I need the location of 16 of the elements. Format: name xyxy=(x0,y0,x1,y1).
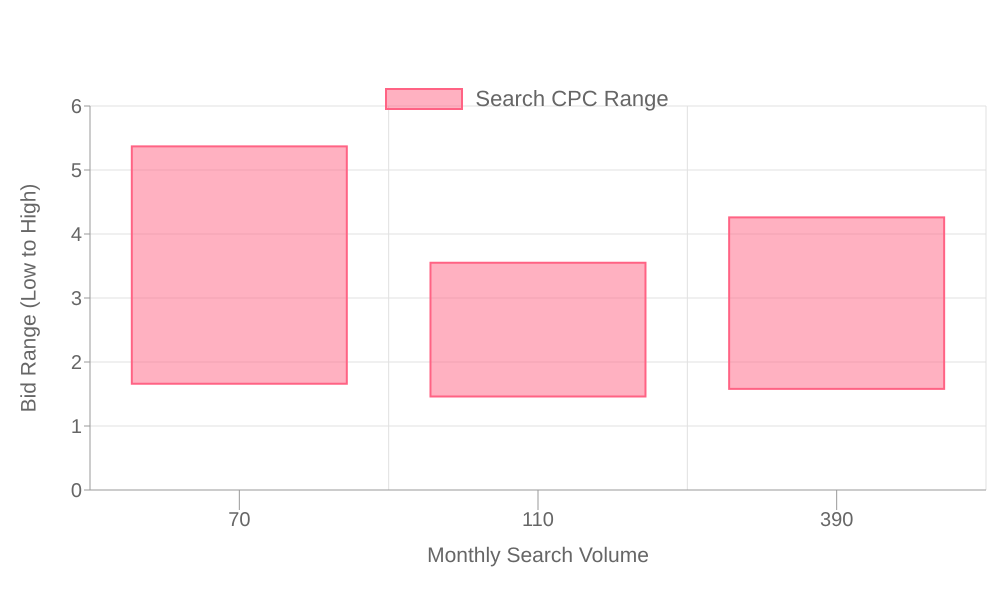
x-axis-title: Monthly Search Volume xyxy=(427,544,649,567)
y-tick-label: 2 xyxy=(70,352,82,374)
y-tick-label: 0 xyxy=(70,480,82,502)
bar xyxy=(130,145,348,385)
y-tick-label: 6 xyxy=(70,96,82,118)
y-tick-label: 1 xyxy=(70,416,82,438)
x-tick-label: 70 xyxy=(228,509,250,532)
y-tick-label: 4 xyxy=(70,224,82,246)
bar xyxy=(728,216,946,390)
y-axis-title: Bid Range (Low to High) xyxy=(17,184,40,412)
y-tick-label: 3 xyxy=(70,288,82,310)
x-tick-label: 110 xyxy=(522,509,554,532)
x-tick-label: 390 xyxy=(820,509,854,532)
bar xyxy=(429,262,646,398)
y-tick-label: 5 xyxy=(70,160,82,182)
legend-label: Search CPC Range xyxy=(475,86,669,112)
